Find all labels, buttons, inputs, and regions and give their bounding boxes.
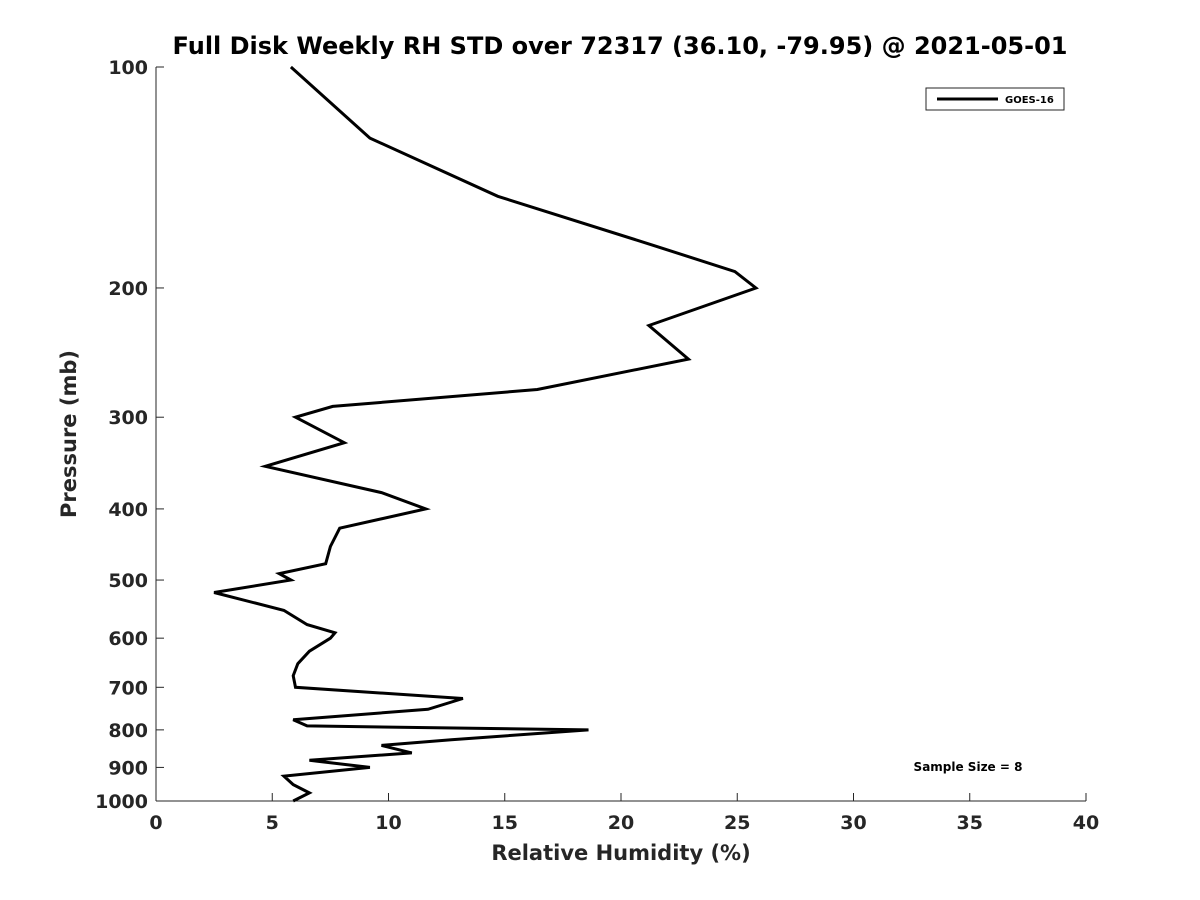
x-axis-label: Relative Humidity (%) [491,841,750,865]
x-tick-label: 35 [957,812,983,834]
y-axis-label: Pressure (mb) [57,350,81,518]
y-ticks: 100 200 300 400 500 600 700 800 900 1000 [95,57,164,813]
y-tick-label: 200 [108,278,148,300]
y-tick-label: 1000 [95,791,148,813]
x-tick-label: 5 [266,812,279,834]
x-tick-label: 40 [1073,812,1099,834]
legend-label-goes-16: GOES-16 [1005,95,1054,106]
y-tick-label: 600 [108,628,148,650]
series-layer [213,65,759,803]
x-tick-label: 20 [608,812,634,834]
y-tick-label: 400 [108,499,148,521]
y-tick-label: 100 [108,57,148,79]
y-tick-label: 300 [108,407,148,429]
chart-title: Full Disk Weekly RH STD over 72317 (36.1… [173,32,1068,60]
y-tick-label: 900 [108,757,148,779]
legend: GOES-16 [925,87,1065,111]
x-tick-label: 10 [375,812,401,834]
series-line-goes-16 [213,65,759,803]
x-tick-label: 25 [724,812,750,834]
y-tick-label: 500 [108,570,148,592]
y-tick-label: 700 [108,677,148,699]
x-tick-label: 30 [840,812,866,834]
sample-size-annotation: Sample Size = 8 [914,760,1023,774]
y-tick-label: 800 [108,720,148,742]
x-tick-label: 15 [492,812,518,834]
x-ticks: 0 5 10 15 20 25 30 35 40 [149,793,1099,834]
x-tick-label: 0 [149,812,162,834]
